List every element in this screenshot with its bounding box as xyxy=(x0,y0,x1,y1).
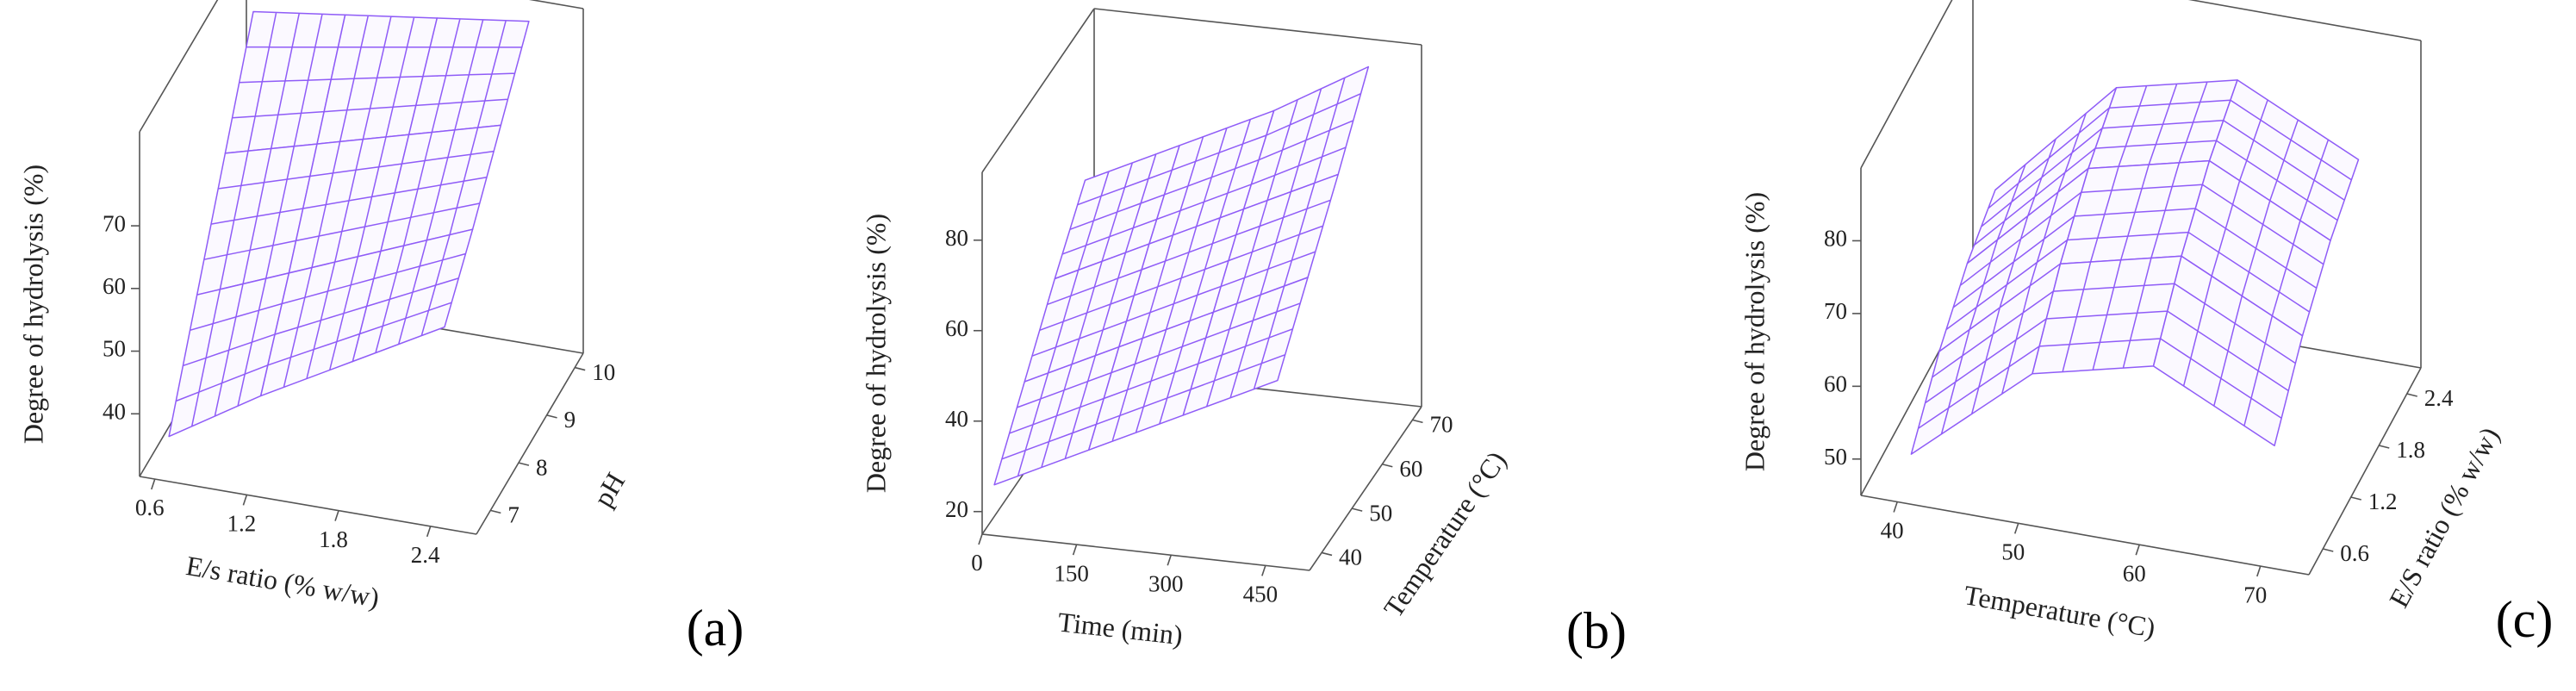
y-tick-label: 9 xyxy=(564,407,576,433)
y-tick xyxy=(546,414,557,419)
x-axis-label: Time (min) xyxy=(1056,606,1185,651)
z-tick-label: 70 xyxy=(1824,298,1847,324)
x-tick-label: 300 xyxy=(1148,570,1184,596)
y-tick xyxy=(490,509,501,514)
x-tick xyxy=(2256,565,2262,577)
surface-cell xyxy=(408,17,530,136)
axis-box xyxy=(139,0,219,133)
axis-box xyxy=(139,476,477,535)
x-tick-label: 2.4 xyxy=(411,542,440,568)
y-axis-label: Temperature (°C) xyxy=(1378,445,1513,623)
z-tick-label: 80 xyxy=(945,225,968,251)
y-tick xyxy=(1412,419,1423,424)
y-tick-label: 2.4 xyxy=(2424,385,2454,411)
x-tick-label: 1.2 xyxy=(227,511,257,537)
axis-box xyxy=(1093,8,1422,46)
z-axis-label: Degree of hydrolysis (%) xyxy=(1739,192,1770,471)
axis-box xyxy=(981,533,1310,571)
y-tick-label: 70 xyxy=(1429,412,1453,438)
surface-cell xyxy=(2208,79,2360,241)
x-tick xyxy=(426,526,432,538)
y-tick xyxy=(2379,445,2390,449)
surface-cell xyxy=(352,228,474,363)
y-tick xyxy=(2350,496,2361,501)
x-tick xyxy=(242,495,248,506)
y-tick-label: 8 xyxy=(536,454,548,480)
axis-box xyxy=(2187,0,2422,41)
z-tick-label: 80 xyxy=(1824,226,1847,252)
y-tick-label: 50 xyxy=(1369,500,1392,526)
axis-box xyxy=(1860,0,1953,169)
x-tick xyxy=(978,533,983,545)
surface-cell xyxy=(1242,65,1370,210)
axis-box xyxy=(476,352,584,535)
y-tick xyxy=(1351,507,1363,512)
x-tick xyxy=(1893,501,1898,513)
panel-label: (a) xyxy=(687,600,744,657)
z-axis-label: Degree of hydrolysis (%) xyxy=(17,165,48,444)
y-tick-label: 1.2 xyxy=(2368,489,2398,514)
x-tick-label: 50 xyxy=(2001,539,2025,565)
surface-cell xyxy=(1182,277,1309,416)
x-tick-label: 70 xyxy=(2243,582,2267,607)
y-tick xyxy=(2323,548,2334,552)
x-tick-label: 150 xyxy=(1054,560,1089,586)
axis-box xyxy=(2308,367,2422,576)
y-tick xyxy=(575,366,586,371)
x-tick-label: 40 xyxy=(1881,518,1904,544)
y-tick xyxy=(518,462,530,466)
x-tick xyxy=(1167,554,1172,566)
panel-label: (c) xyxy=(2496,591,2554,648)
x-tick xyxy=(1261,565,1266,576)
y-tick xyxy=(2406,393,2417,397)
z-tick-label: 40 xyxy=(945,406,968,432)
surface-cell xyxy=(2059,159,2211,265)
y-tick-label: 10 xyxy=(592,359,615,385)
x-tick xyxy=(2135,544,2141,556)
axis-box xyxy=(1860,495,2310,576)
z-tick-label: 40 xyxy=(103,398,126,424)
axis-box xyxy=(528,0,584,9)
z-tick-label: 50 xyxy=(103,336,126,362)
z-axis-label: Degree of hydrolysis (%) xyxy=(860,214,891,493)
y-tick-label: 60 xyxy=(1399,456,1422,482)
x-axis-label: Temperature (°C) xyxy=(1962,579,2158,644)
z-tick-label: 20 xyxy=(945,496,968,522)
z-tick-label: 60 xyxy=(1824,371,1847,397)
x-axis-label: E/s ratio (% w/w) xyxy=(184,550,381,613)
surface-cell xyxy=(380,124,502,252)
axis-box xyxy=(1309,406,1422,571)
surface-cell xyxy=(2181,159,2331,337)
y-tick-label: 40 xyxy=(1339,545,1362,570)
x-tick xyxy=(1072,544,1078,556)
x-tick-label: 0.6 xyxy=(135,495,165,520)
z-tick-label: 60 xyxy=(103,273,126,299)
surface-cell xyxy=(2152,255,2304,447)
z-tick-label: 60 xyxy=(945,315,968,341)
x-tick-label: 1.8 xyxy=(319,526,348,552)
y-tick xyxy=(1382,463,1393,468)
z-tick-label: 70 xyxy=(103,210,126,236)
x-tick xyxy=(2013,523,2019,534)
y-tick xyxy=(1321,551,1333,557)
panel-label: (b) xyxy=(1566,602,1627,659)
z-tick-label: 50 xyxy=(1824,444,1847,470)
x-tick xyxy=(334,510,339,521)
x-tick-label: 0 xyxy=(971,550,983,576)
x-tick-label: 60 xyxy=(2123,560,2146,586)
axis-box xyxy=(981,8,1095,173)
x-tick-label: 450 xyxy=(1243,582,1279,607)
x-tick xyxy=(151,478,156,490)
y-axis-label: pH xyxy=(587,467,631,512)
y-tick-label: 1.8 xyxy=(2396,437,2425,463)
y-tick-label: 7 xyxy=(507,502,520,528)
y-tick-label: 0.6 xyxy=(2340,540,2369,566)
